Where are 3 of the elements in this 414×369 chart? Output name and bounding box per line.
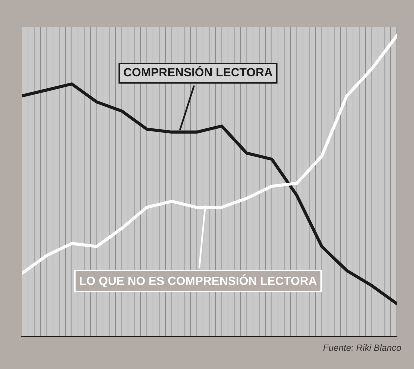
annotation: COMPRENSIÓN LECTORA <box>124 66 273 77</box>
annotation: LO QUE NO ES COMPRENSIÓN LECTORA <box>80 274 317 288</box>
source-note: Fuente: Riki Blanco <box>324 344 402 352</box>
